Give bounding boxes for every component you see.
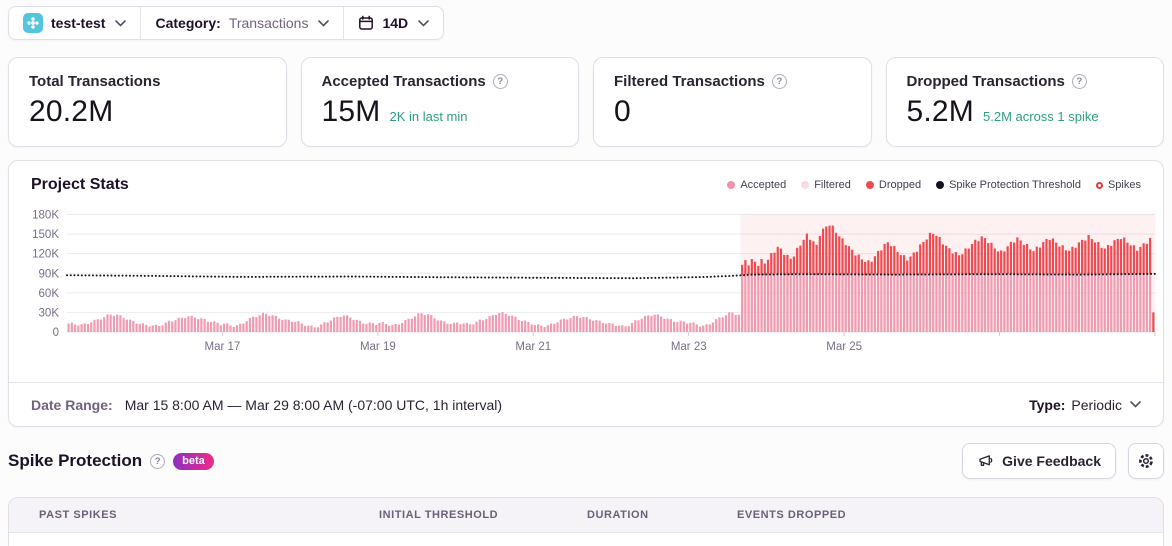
give-feedback-label: Give Feedback: [1002, 453, 1101, 469]
type-value: Periodic: [1071, 396, 1122, 413]
help-icon[interactable]: ?: [771, 74, 787, 89]
divider: [343, 7, 345, 39]
type-dropdown[interactable]: Type: Periodic: [1029, 397, 1141, 413]
chevron-down-icon: [318, 19, 330, 27]
stat-card-title: Filtered Transactions: [614, 73, 765, 90]
divider: [140, 7, 142, 39]
chevron-down-icon: [115, 19, 127, 27]
svg-text:Mar 25: Mar 25: [826, 341, 862, 353]
svg-text:Mar 17: Mar 17: [205, 341, 241, 353]
legend-item[interactable]: Filtered: [801, 179, 851, 191]
ring-marker-icon: [1095, 181, 1103, 189]
megaphone-icon: [977, 453, 994, 469]
svg-text:120K: 120K: [32, 249, 59, 261]
project-stats-chart[interactable]: 0 30K 60K 90K 120K 150K 180K Mar 17 Mar 19 Mar 21…: [13, 198, 1163, 356]
stat-card-note: 2K in last min: [389, 109, 468, 124]
legend-item[interactable]: Spike Protection Threshold: [936, 179, 1081, 191]
category-value: Transactions: [228, 15, 309, 31]
legend-item[interactable]: Spikes: [1095, 179, 1141, 191]
beta-badge: beta: [173, 452, 214, 470]
give-feedback-button[interactable]: Give Feedback: [962, 443, 1116, 479]
help-icon[interactable]: ?: [1071, 74, 1087, 89]
dot-marker-icon: [865, 181, 874, 189]
svg-text:Mar 19: Mar 19: [360, 341, 396, 353]
spike-protection-header: Spike Protection ? beta Give Feedback: [8, 443, 1164, 479]
past-spikes-table: Past Spikes Initial Threshold Duration E…: [8, 497, 1164, 546]
svg-text:90K: 90K: [39, 268, 60, 280]
stat-card-title: Accepted Transactions: [321, 73, 486, 90]
svg-text:Mar 23: Mar 23: [671, 341, 707, 353]
project-selector[interactable]: test-test: [9, 7, 140, 39]
stat-card-accepted: Accepted Transactions ? 15M 2K in last m…: [300, 57, 579, 147]
chevron-down-icon: [1130, 401, 1141, 408]
page-filter-bar: test-test Category: Transactions: [8, 6, 445, 40]
stat-card-note: 5.2M across 1 spike: [983, 109, 1099, 124]
stat-card-value: 20.2M: [29, 95, 114, 128]
chart-title: Project Stats: [31, 176, 129, 193]
svg-text:150K: 150K: [32, 229, 59, 241]
stat-card-value: 5.2M: [906, 95, 974, 128]
stat-card-title: Total Transactions: [29, 73, 161, 90]
stat-card-value: 0: [614, 95, 631, 128]
stat-card-dropped: Dropped Transactions ? 5.2M 5.2M across …: [885, 57, 1164, 147]
stat-card-title: Dropped Transactions: [906, 73, 1065, 90]
stat-card-total: Total Transactions 20.2M: [8, 57, 287, 147]
dot-marker-icon: [727, 181, 736, 189]
date-range-text: Mar 15 8:00 AM — Mar 29 8:00 AM (-07:00 …: [124, 396, 503, 413]
date-range-value: 14D: [382, 15, 409, 31]
chart-legend: Accepted Filtered Dropped Spike Protection …: [727, 179, 1141, 191]
category-selector[interactable]: Category: Transactions: [141, 7, 343, 39]
column-header-initial-threshold: Initial Threshold: [379, 509, 499, 521]
legend-item[interactable]: Dropped: [865, 179, 921, 191]
calendar-icon: [358, 15, 374, 31]
dot-marker-icon: [801, 181, 810, 189]
svg-text:30K: 30K: [39, 307, 60, 319]
date-range-label: Date Range:: [31, 396, 113, 413]
svg-text:180K: 180K: [32, 210, 59, 222]
help-icon[interactable]: ?: [150, 453, 166, 469]
spike-protection-title: Spike Protection: [8, 451, 143, 470]
column-header-duration: Duration: [587, 509, 649, 521]
dot-marker-icon: [936, 181, 945, 189]
gear-icon: [1137, 452, 1155, 470]
date-range-selector[interactable]: 14D: [344, 7, 443, 39]
stat-card-filtered: Filtered Transactions ? 0: [593, 57, 872, 147]
column-header-events-dropped: Events Dropped: [737, 509, 847, 521]
stat-card-value: 15M: [321, 95, 381, 128]
chevron-down-icon: [418, 19, 429, 27]
settings-button[interactable]: [1128, 443, 1164, 479]
svg-text:0: 0: [53, 327, 59, 339]
project-stats-card: Project Stats Accepted Filtered Dropped Spi…: [8, 160, 1164, 427]
legend-item[interactable]: Accepted: [727, 179, 786, 191]
project-platform-icon: [23, 13, 43, 33]
project-name: test-test: [51, 15, 106, 31]
table-header-row: Past Spikes Initial Threshold Duration E…: [9, 498, 1163, 533]
help-icon[interactable]: ?: [492, 74, 508, 89]
column-header-past-spikes: Past Spikes: [39, 509, 117, 521]
stat-cards-row: Total Transactions 20.2M Accepted Transa…: [8, 57, 1164, 147]
table-row: [9, 533, 1163, 546]
svg-text:Mar 21: Mar 21: [515, 341, 551, 353]
type-label: Type:: [1029, 396, 1066, 413]
svg-text:60K: 60K: [39, 288, 60, 300]
category-label: Category:: [155, 15, 221, 31]
chart-footer: Date Range: Mar 15 8:00 AM — Mar 29 8:00…: [9, 382, 1163, 426]
